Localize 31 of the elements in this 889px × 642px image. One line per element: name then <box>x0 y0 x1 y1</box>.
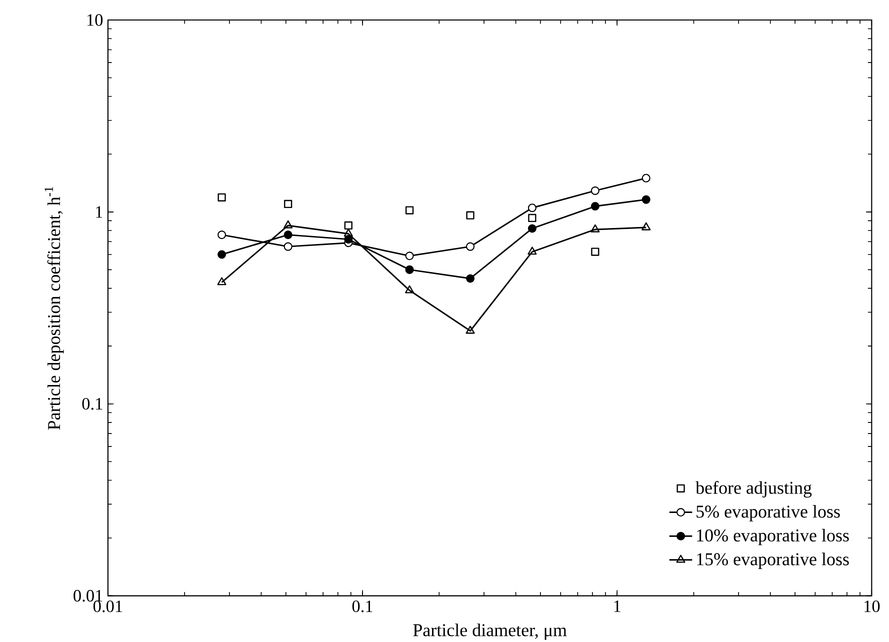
x-tick-label: 0.1 <box>352 600 372 612</box>
point <box>344 234 353 244</box>
point <box>344 221 352 230</box>
legend-label: 5% evaporative loss <box>696 504 840 522</box>
point <box>405 206 414 214</box>
point <box>466 326 475 334</box>
point <box>466 242 475 251</box>
legend-label: 10% evaporative loss <box>697 528 849 545</box>
y-axis-title: Particle deposition coefficient, h$^{-1}$ <box>44 186 64 430</box>
legend-label: 15% evaporative loss <box>697 552 849 569</box>
point <box>284 200 292 208</box>
legend-label: before adjusting <box>696 480 812 498</box>
point <box>405 251 414 260</box>
point <box>466 274 475 283</box>
point <box>466 211 474 220</box>
point <box>405 285 414 294</box>
x-axis-title: Particle diameter, μm <box>413 623 567 640</box>
x-tick-label: 10 <box>864 600 880 612</box>
y-tick-label: 0.01 <box>74 590 102 602</box>
y-tick-label: 0.1 <box>82 398 102 410</box>
y-tick-label: 10 <box>87 14 103 26</box>
point <box>528 203 536 212</box>
point <box>284 220 293 228</box>
point <box>405 265 414 274</box>
x-tick-label: 1 <box>614 600 620 612</box>
point <box>528 224 536 233</box>
point <box>284 242 292 251</box>
y-tick-label: 1 <box>96 206 102 218</box>
point <box>528 214 536 222</box>
point <box>528 246 537 254</box>
point <box>284 230 292 239</box>
